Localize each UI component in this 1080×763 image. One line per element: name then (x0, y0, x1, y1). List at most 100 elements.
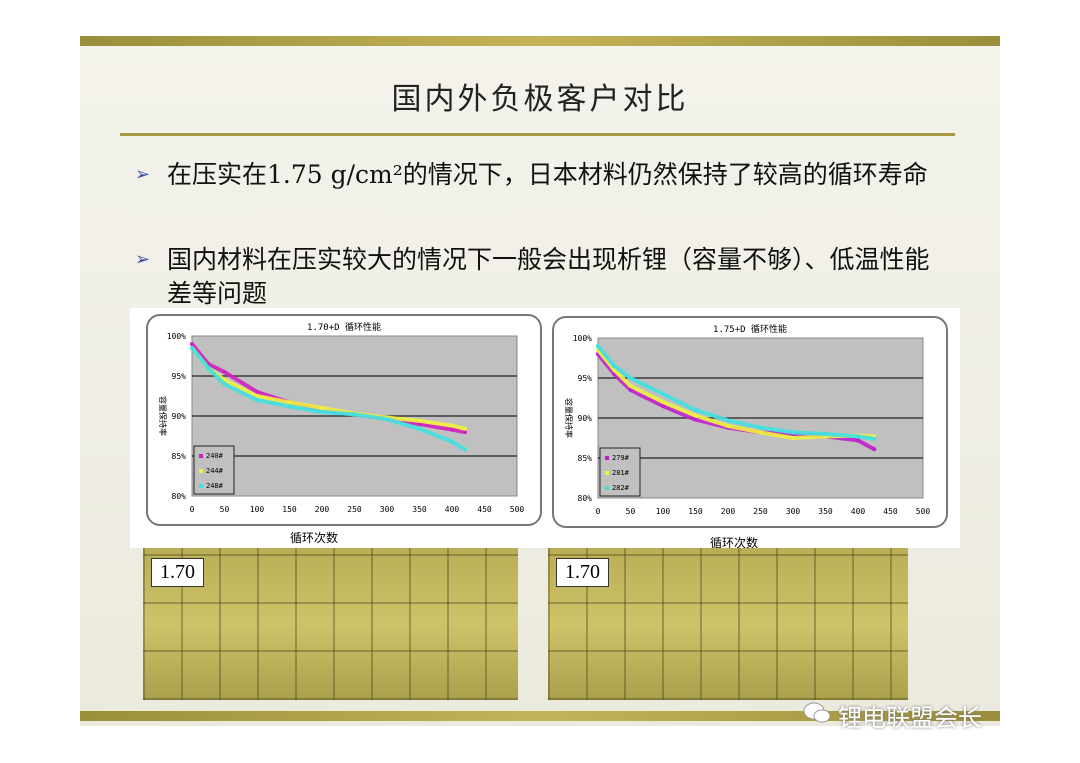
x-tick-label: 400 (851, 507, 866, 516)
x-axis-label-2: 循环次数 (710, 536, 759, 550)
electrode-photo-1: 1.70 (143, 548, 518, 700)
y-tick-label: 90% (172, 412, 187, 421)
x-tick-label: 50 (626, 507, 636, 516)
data-point (628, 384, 633, 388)
legend-marker (605, 471, 609, 475)
arrow-bullet-icon: ➢ (135, 164, 151, 185)
data-point (320, 406, 324, 410)
electrode-photo-2: 1.70 (548, 548, 908, 700)
data-point (385, 417, 389, 422)
data-point (693, 417, 698, 422)
data-point (417, 418, 422, 423)
data-point (222, 382, 227, 386)
data-point (791, 436, 795, 440)
data-point (823, 432, 828, 436)
data-point (352, 412, 357, 417)
data-point (287, 404, 292, 409)
chart-frame-2: 1.75+D 循环性能 80% 85% 90% 95% 100% 0 50 100 150 200 2… (552, 316, 948, 528)
data-point (255, 398, 259, 402)
title-divider (120, 133, 955, 136)
x-tick-label: 100 (656, 507, 671, 516)
data-point (222, 370, 227, 374)
data-point (255, 390, 259, 394)
legend-label: 240# (206, 452, 224, 460)
y-tick-label: 90% (578, 414, 593, 423)
legend-marker (199, 484, 203, 488)
x-tick-label: 450 (477, 505, 492, 514)
x-tick-label: 300 (786, 507, 801, 516)
data-point (287, 400, 292, 405)
data-point (255, 394, 259, 398)
y-axis-label: 容量保持率 (564, 398, 574, 438)
x-tick-label: 400 (445, 505, 460, 514)
x-tick-label: 250 (753, 507, 768, 516)
data-point (190, 342, 194, 346)
data-point (450, 423, 454, 428)
data-point (872, 447, 877, 452)
y-tick-label: 95% (578, 374, 593, 383)
data-point (463, 430, 467, 434)
chart-title: 1.70+D 循环性能 (307, 321, 381, 333)
legend-label: 281# (612, 469, 630, 477)
wechat-icon (803, 702, 831, 723)
slide-title: 国内外负极客户对比 (391, 82, 689, 117)
data-point (628, 388, 633, 392)
data-point (758, 425, 763, 430)
data-point (628, 376, 633, 380)
x-tick-label: 500 (510, 505, 525, 514)
bullet-2: ➢ 国内材料在压实较大的情况下一般会出现析锂（容量不够）、低温性能差等问题 (135, 245, 930, 308)
data-point (463, 447, 467, 452)
x-tick-label: 300 (380, 505, 395, 514)
data-point (693, 408, 698, 412)
y-tick-label: 85% (172, 452, 187, 461)
legend-marker (605, 456, 609, 460)
data-point (726, 418, 730, 423)
bullet-1: ➢ 在压实在1.75 g/cm²的情况下，日本材料仍然保持了较高的循环寿命 (135, 158, 935, 192)
legend-marker (199, 454, 203, 458)
data-point (872, 436, 877, 441)
data-point (320, 410, 324, 414)
x-tick-label: 0 (190, 505, 195, 514)
data-point (661, 400, 665, 404)
data-point (758, 430, 763, 435)
data-point (417, 426, 422, 431)
data-point (612, 364, 617, 368)
legend-marker (199, 469, 203, 473)
data-point (856, 438, 860, 443)
y-tick-label: 85% (578, 454, 593, 463)
legend-label: 282# (612, 484, 630, 492)
data-point (206, 366, 211, 370)
y-axis-label: 容量保持率 (158, 396, 168, 436)
x-tick-label: 100 (250, 505, 265, 514)
data-point (190, 346, 194, 350)
data-point (450, 439, 454, 444)
y-tick-label: 100% (573, 334, 592, 343)
data-point (791, 430, 795, 435)
chart-title: 1.75+D 循环性能 (713, 323, 787, 335)
legend-label: 279# (612, 454, 630, 462)
x-tick-label: 200 (721, 507, 736, 516)
data-point (856, 434, 860, 439)
x-tick-label: 350 (412, 505, 427, 514)
legend-label: 248# (206, 482, 224, 490)
charts-area: 1.70+D 循环性能 80% 85% 90% 95% 100% 0 50 100 150 200 2… (130, 308, 960, 550)
data-point (661, 392, 665, 396)
x-tick-label: 0 (596, 507, 601, 516)
photo-label: 1.70 (151, 558, 204, 587)
data-point (726, 424, 730, 428)
x-tick-label: 500 (916, 507, 931, 516)
legend-marker (605, 486, 609, 490)
x-tick-label: 150 (688, 507, 703, 516)
x-tick-label: 50 (220, 505, 230, 514)
arrow-bullet-icon: ➢ (135, 249, 151, 270)
data-point (596, 344, 600, 348)
y-tick-label: 80% (172, 492, 187, 501)
data-point (693, 413, 698, 418)
x-tick-label: 150 (282, 505, 297, 514)
data-point (661, 404, 665, 408)
x-tick-label: 450 (883, 507, 898, 516)
bottom-accent-bar (80, 711, 1000, 721)
x-axis-label-1: 循环次数 (290, 531, 339, 545)
legend-label: 244# (206, 467, 224, 475)
x-tick-label: 350 (818, 507, 833, 516)
